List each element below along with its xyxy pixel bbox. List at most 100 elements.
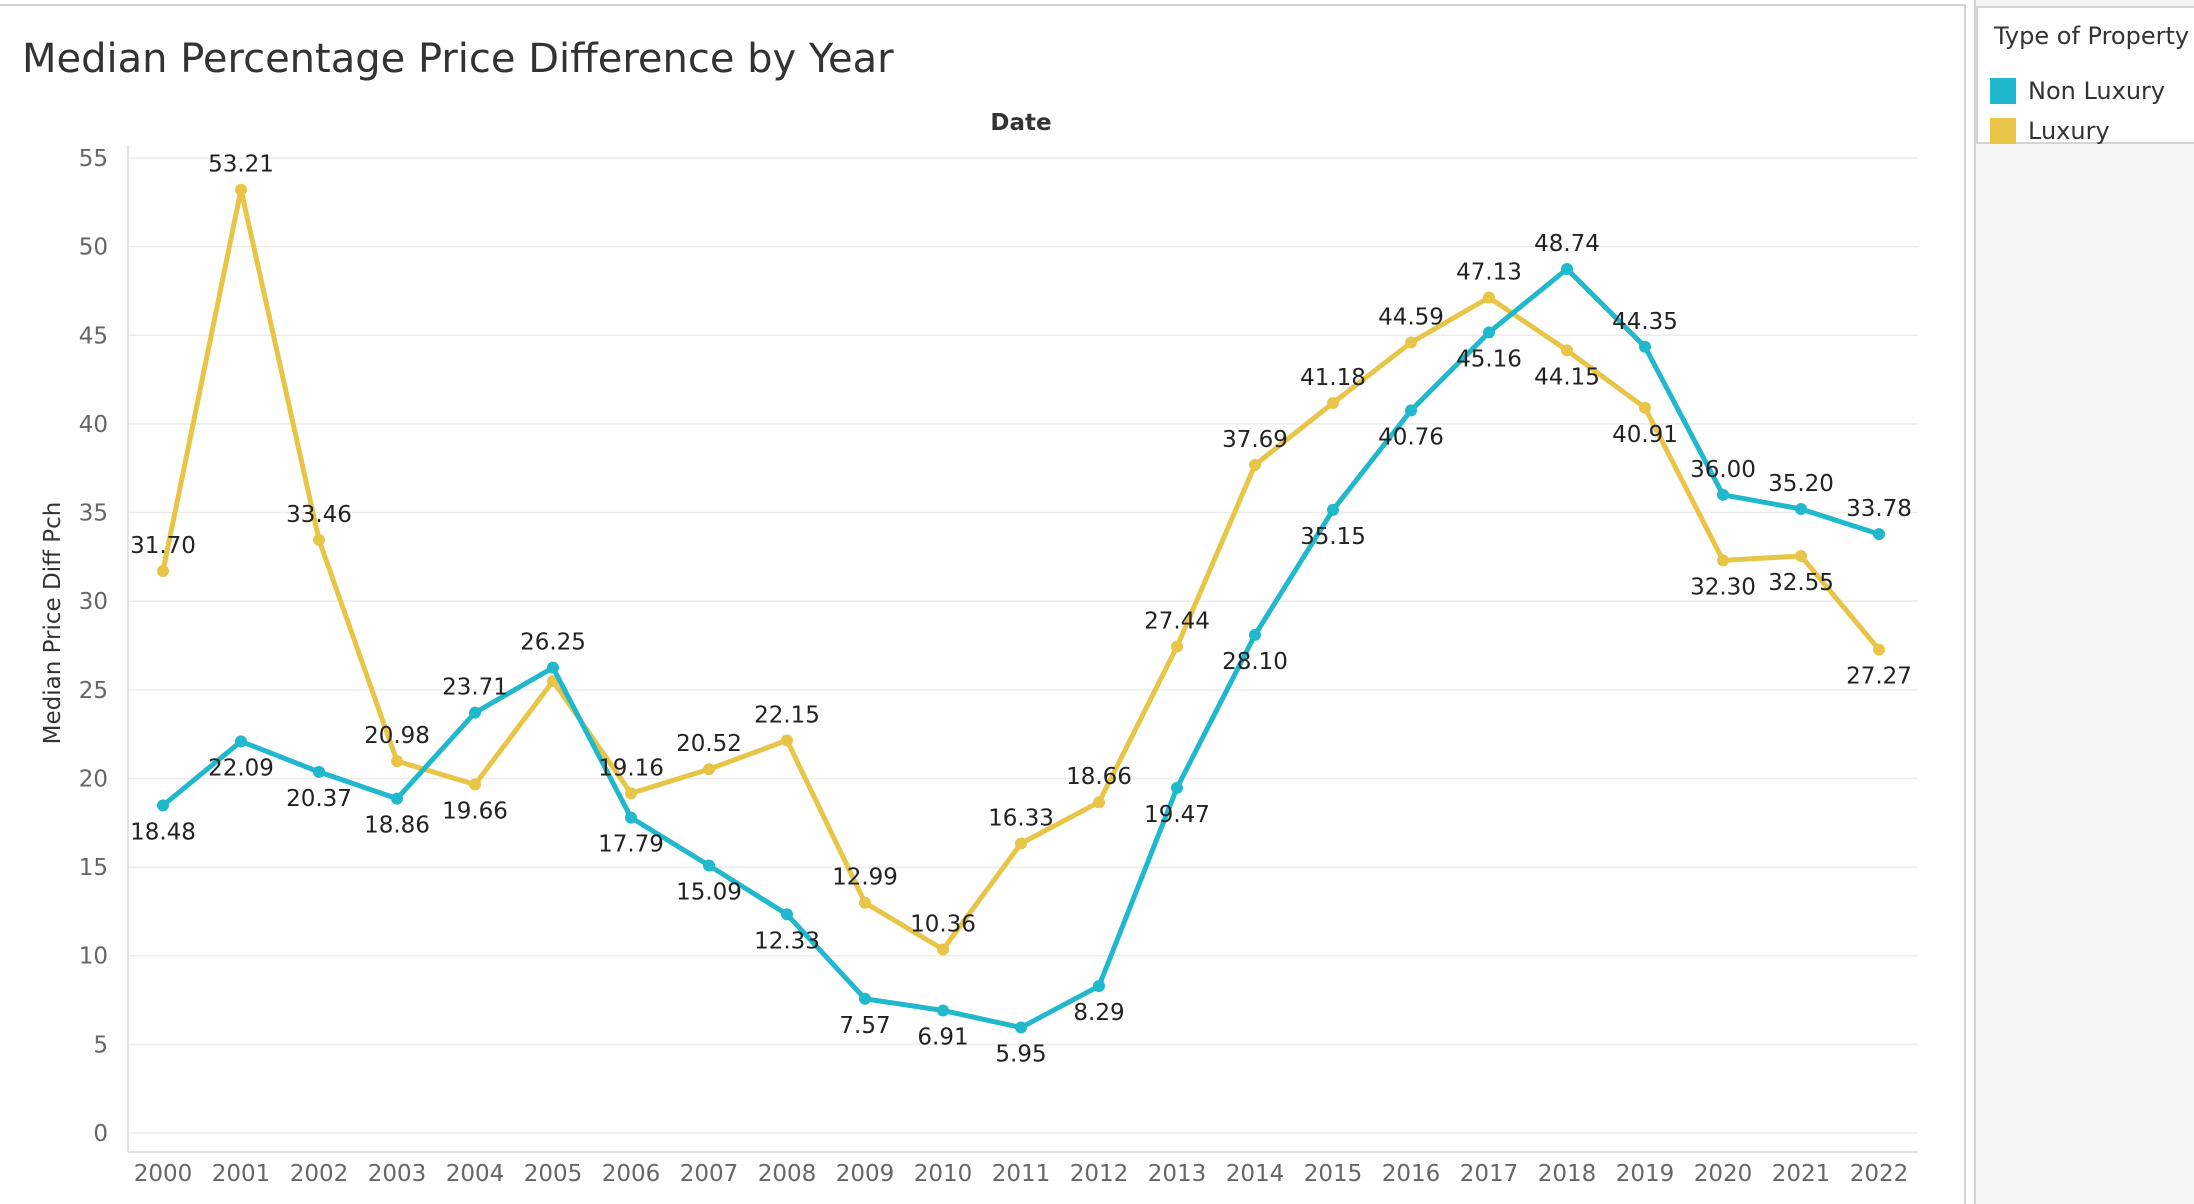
data-label-non-luxury: 26.25 bbox=[520, 630, 586, 656]
legend-label-non-luxury: Non Luxury bbox=[2028, 77, 2166, 105]
line-chart: 0 5 10 15 20 25 30 35 40 45 50 55 2000 2001 2002 2003 20… bbox=[40, 110, 1918, 1187]
data-label-luxury: 31.70 bbox=[130, 533, 196, 559]
data-label-non-luxury: 40.76 bbox=[1378, 424, 1444, 450]
x-tick-label: 2018 bbox=[1538, 1161, 1597, 1187]
data-point-luxury bbox=[1873, 643, 1885, 656]
x-tick-label: 2000 bbox=[134, 1161, 193, 1187]
y-tick-label: 45 bbox=[79, 323, 108, 349]
y-tick-label: 50 bbox=[79, 235, 108, 261]
legend-panel: Type of Property Non Luxury Luxury bbox=[1974, 0, 2194, 1204]
data-point-non-luxury bbox=[1249, 628, 1261, 641]
y-tick-label: 10 bbox=[79, 944, 108, 970]
data-point-non-luxury bbox=[1873, 528, 1885, 541]
legend-title: Type of Property bbox=[1994, 22, 2190, 50]
data-point-non-luxury bbox=[1561, 262, 1573, 275]
x-tick-label: 2002 bbox=[290, 1161, 349, 1187]
data-label-non-luxury: 5.95 bbox=[995, 1042, 1046, 1068]
legend-swatch-non-luxury bbox=[1990, 78, 2016, 104]
data-point-non-luxury bbox=[859, 992, 871, 1005]
data-point-non-luxury bbox=[1327, 503, 1339, 516]
data-point-non-luxury bbox=[1015, 1021, 1027, 1034]
data-label-luxury: 47.13 bbox=[1456, 260, 1522, 286]
data-label-non-luxury: 33.78 bbox=[1846, 496, 1912, 522]
x-tick-label: 2004 bbox=[446, 1161, 505, 1187]
data-point-luxury bbox=[157, 565, 169, 578]
data-point-luxury bbox=[859, 896, 871, 909]
y-tick-label: 40 bbox=[79, 412, 108, 438]
x-tick-label: 2020 bbox=[1694, 1161, 1753, 1187]
data-point-luxury bbox=[1171, 640, 1183, 653]
data-label-non-luxury: 12.33 bbox=[754, 928, 820, 954]
legend-item-non-luxury[interactable]: Non Luxury bbox=[1990, 76, 2165, 106]
data-point-luxury bbox=[1483, 291, 1495, 304]
data-label-non-luxury: 15.09 bbox=[676, 879, 742, 905]
x-tick-label: 2017 bbox=[1460, 1161, 1519, 1187]
data-point-non-luxury bbox=[703, 859, 715, 872]
data-point-luxury bbox=[1093, 796, 1105, 809]
data-label-luxury: 12.99 bbox=[832, 865, 898, 891]
y-axis-title: Median Price Diff Pch bbox=[40, 502, 66, 745]
data-point-luxury bbox=[391, 755, 403, 768]
y-tick-label: 55 bbox=[79, 146, 108, 172]
data-label-luxury: 53.21 bbox=[208, 152, 274, 178]
x-tick-label: 2012 bbox=[1070, 1161, 1129, 1187]
data-label-luxury: 27.44 bbox=[1144, 609, 1210, 635]
data-point-luxury bbox=[781, 734, 793, 747]
data-point-non-luxury bbox=[469, 706, 481, 719]
y-tick-label: 0 bbox=[93, 1121, 108, 1147]
data-label-luxury: 20.52 bbox=[676, 731, 742, 757]
data-label-non-luxury: 18.86 bbox=[364, 813, 430, 839]
data-label-non-luxury: 6.91 bbox=[917, 1025, 968, 1051]
data-label-luxury: 22.15 bbox=[754, 702, 820, 728]
data-label-non-luxury: 35.20 bbox=[1768, 471, 1834, 497]
data-point-non-luxury bbox=[547, 661, 559, 674]
data-label-non-luxury: 23.71 bbox=[442, 675, 508, 701]
data-label-non-luxury: 17.79 bbox=[598, 832, 664, 858]
data-label-non-luxury: 18.48 bbox=[130, 819, 196, 845]
y-tick-label: 5 bbox=[93, 1032, 108, 1058]
data-point-non-luxury bbox=[1093, 980, 1105, 993]
data-point-luxury bbox=[235, 183, 247, 196]
x-tick-label: 2011 bbox=[992, 1161, 1051, 1187]
y-tick-label: 25 bbox=[79, 678, 108, 704]
data-label-luxury: 19.16 bbox=[598, 755, 664, 781]
data-label-luxury: 27.27 bbox=[1846, 664, 1912, 690]
data-label-non-luxury: 45.16 bbox=[1456, 346, 1522, 372]
data-label-non-luxury: 8.29 bbox=[1073, 1000, 1124, 1026]
x-tick-label: 2009 bbox=[836, 1161, 895, 1187]
data-label-non-luxury: 19.47 bbox=[1144, 802, 1210, 828]
data-label-non-luxury: 35.15 bbox=[1300, 524, 1366, 550]
chart-title: Median Percentage Price Difference by Ye… bbox=[22, 36, 894, 82]
x-tick-label: 2021 bbox=[1772, 1161, 1831, 1187]
data-label-non-luxury: 28.10 bbox=[1222, 649, 1288, 675]
data-point-luxury bbox=[1015, 837, 1027, 850]
x-tick-label: 2019 bbox=[1616, 1161, 1675, 1187]
data-point-luxury bbox=[1639, 401, 1651, 414]
data-label-non-luxury: 48.74 bbox=[1534, 231, 1600, 257]
x-tick-label: 2014 bbox=[1226, 1161, 1285, 1187]
data-point-luxury bbox=[313, 533, 325, 546]
legend-item-luxury[interactable]: Luxury bbox=[1990, 116, 2110, 146]
data-point-non-luxury bbox=[781, 908, 793, 921]
data-point-luxury bbox=[1327, 396, 1339, 409]
data-point-non-luxury bbox=[625, 811, 637, 824]
x-axis-title: Date bbox=[990, 110, 1051, 136]
x-tick-label: 2022 bbox=[1850, 1161, 1909, 1187]
x-tick-label: 2007 bbox=[680, 1161, 739, 1187]
y-tick-label: 15 bbox=[79, 855, 108, 881]
data-point-non-luxury bbox=[1171, 781, 1183, 794]
x-tick-label: 2001 bbox=[212, 1161, 271, 1187]
data-point-non-luxury bbox=[235, 735, 247, 748]
legend: Type of Property Non Luxury Luxury bbox=[1976, 6, 2194, 146]
x-tick-label: 2006 bbox=[602, 1161, 661, 1187]
data-point-luxury bbox=[1795, 549, 1807, 562]
data-point-non-luxury bbox=[1795, 503, 1807, 515]
chart-panel: Median Percentage Price Difference by Ye… bbox=[0, 4, 1966, 1204]
y-tick-label: 35 bbox=[79, 501, 108, 527]
data-label-non-luxury: 7.57 bbox=[839, 1013, 890, 1039]
data-label-luxury: 18.66 bbox=[1066, 764, 1132, 790]
data-point-non-luxury bbox=[1405, 404, 1417, 417]
data-label-luxury: 32.30 bbox=[1690, 574, 1756, 600]
data-label-non-luxury: 20.37 bbox=[286, 786, 352, 812]
y-tick-label: 30 bbox=[79, 589, 108, 615]
